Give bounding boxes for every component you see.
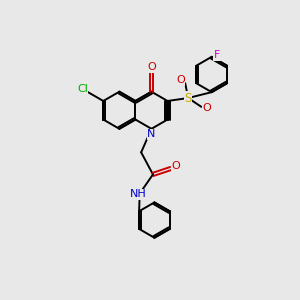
Text: O: O [176,75,185,85]
Text: N: N [147,129,156,139]
Text: O: O [202,103,211,113]
Text: O: O [172,160,180,171]
Text: NH: NH [130,190,147,200]
Text: S: S [184,92,192,104]
Text: Cl: Cl [77,85,88,94]
Text: O: O [147,62,156,72]
Text: F: F [214,50,220,60]
